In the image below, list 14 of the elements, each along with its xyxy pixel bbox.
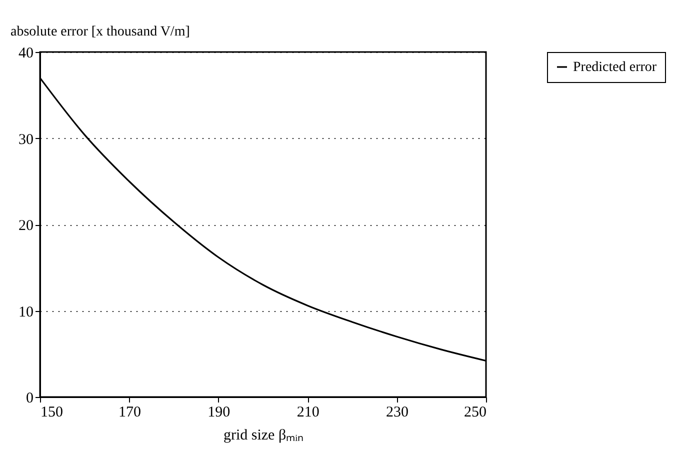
y-tick-label: 0 <box>26 390 34 406</box>
y-axis-title: absolute error [x thousand V/m] <box>10 24 190 40</box>
x-tick-label: 190 <box>208 404 230 420</box>
y-tick-label: 10 <box>18 304 34 320</box>
x-tick-label: 210 <box>296 404 320 420</box>
x-tick-label: 150 <box>40 404 63 420</box>
y-tick-label: 20 <box>18 218 34 234</box>
y-tick-label: 40 <box>18 46 34 62</box>
y-tick-label: 30 <box>18 132 34 148</box>
x-tick-label: 170 <box>118 404 141 420</box>
x-tick-label: 250 <box>464 404 486 420</box>
legend-label: Predicted error <box>573 60 657 75</box>
x-tick-label: 230 <box>386 404 409 420</box>
x-axis-title: grid size βₘᵢₙ <box>223 428 304 444</box>
